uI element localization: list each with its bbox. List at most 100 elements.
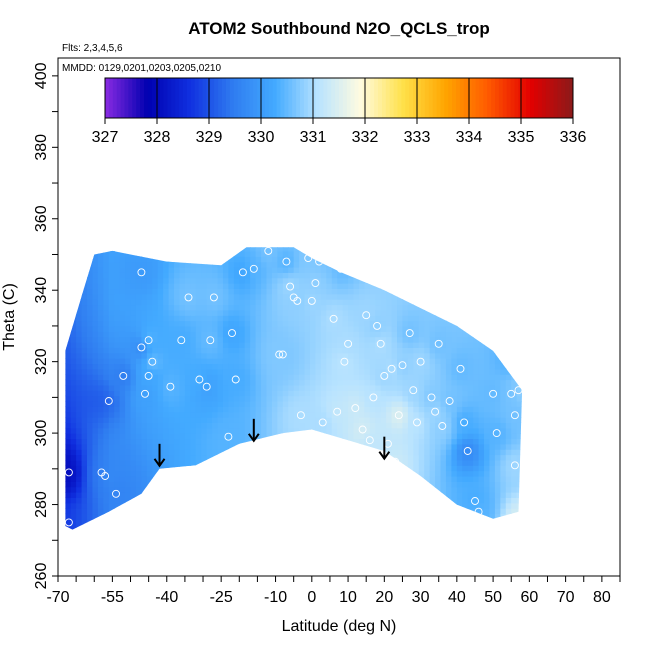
heatmap-cell: [174, 433, 181, 440]
heatmap-cell: [271, 518, 278, 525]
heatmap-cell: [478, 256, 485, 263]
heatmap-cell: [206, 433, 213, 440]
heatmap-cell: [239, 374, 246, 381]
heatmap-cell: [195, 358, 202, 365]
heatmap-cell: [103, 266, 110, 273]
heatmap-cell: [103, 470, 110, 477]
heatmap-cell: [174, 336, 181, 343]
heatmap-cell: [353, 293, 360, 300]
x-tick-label: 70: [557, 589, 575, 606]
heatmap-cell: [440, 304, 447, 311]
heatmap-cell: [288, 481, 295, 488]
heatmap-cell: [250, 293, 257, 300]
heatmap-cell: [141, 299, 148, 306]
heatmap-cell: [76, 358, 83, 365]
heatmap-cell: [244, 433, 251, 440]
heatmap-cell: [489, 315, 496, 322]
heatmap-cell: [407, 459, 414, 466]
heatmap-cell: [304, 309, 311, 316]
colorbar-swatch: [237, 78, 242, 118]
heatmap-cell: [315, 443, 322, 450]
heatmap-cell: [320, 406, 327, 413]
heatmap-cell: [201, 449, 208, 456]
heatmap-cell: [386, 358, 393, 365]
heatmap-cell: [511, 406, 518, 413]
heatmap-cell: [228, 331, 235, 338]
heatmap-cell: [87, 336, 94, 343]
heatmap-cell: [255, 358, 262, 365]
heatmap-cell: [293, 266, 300, 273]
heatmap-cell: [108, 293, 115, 300]
heatmap-cell: [467, 433, 474, 440]
heatmap-cell: [271, 459, 278, 466]
heatmap-cell: [418, 304, 425, 311]
heatmap-cell: [369, 347, 376, 354]
heatmap-cell: [456, 427, 463, 434]
heatmap-cell: [271, 411, 278, 418]
heatmap-cell: [293, 358, 300, 365]
heatmap-cell: [418, 379, 425, 386]
heatmap-cell: [342, 250, 349, 257]
heatmap-cell: [391, 347, 398, 354]
heatmap-cell: [97, 336, 104, 343]
heatmap-cell: [114, 336, 121, 343]
heatmap-cell: [342, 256, 349, 263]
heatmap-cell: [135, 374, 142, 381]
heatmap-cell: [239, 443, 246, 450]
heatmap-cell: [418, 518, 425, 525]
heatmap-cell: [304, 352, 311, 359]
heatmap-cell: [364, 250, 371, 257]
colorbar-swatch: [214, 78, 219, 118]
heatmap-cell: [103, 492, 110, 499]
heatmap-cell: [342, 247, 349, 252]
heatmap-cell: [168, 277, 175, 284]
heatmap-cell: [152, 454, 159, 461]
heatmap-cell: [157, 518, 164, 525]
heatmap-cell: [386, 379, 393, 386]
heatmap-cell: [239, 508, 246, 515]
heatmap-cell: [375, 374, 382, 381]
heatmap-cell: [473, 342, 480, 348]
heatmap-cell: [462, 368, 469, 375]
heatmap-cell: [206, 395, 213, 402]
heatmap-cell: [108, 315, 115, 322]
heatmap-cell: [97, 518, 104, 525]
heatmap-cell: [407, 486, 414, 493]
heatmap-cell: [440, 250, 447, 257]
heatmap-cell: [440, 320, 447, 327]
heatmap-cell: [473, 406, 480, 413]
heatmap-cell: [407, 261, 414, 268]
heatmap-cell: [369, 384, 376, 391]
heatmap-cell: [97, 497, 104, 504]
heatmap-cell: [462, 304, 469, 311]
heatmap-cell: [369, 266, 376, 273]
heatmap-cell: [125, 470, 132, 477]
heatmap-cell: [288, 266, 295, 273]
heatmap-cell: [239, 368, 246, 375]
heatmap-cell: [315, 331, 322, 338]
heatmap-cell: [505, 443, 512, 450]
heatmap-cell: [315, 475, 322, 482]
heatmap-cell: [435, 459, 442, 466]
heatmap-cell: [233, 358, 240, 365]
heatmap-cell: [473, 288, 480, 295]
heatmap-cell: [413, 422, 420, 429]
heatmap-cell: [418, 513, 425, 520]
heatmap-cell: [255, 518, 262, 525]
heatmap-cell: [386, 342, 393, 348]
heatmap-cell: [353, 347, 360, 354]
heatmap-cell: [244, 459, 251, 466]
heatmap-cell: [97, 486, 104, 493]
heatmap-cell: [261, 390, 268, 397]
heatmap-cell: [266, 433, 273, 440]
heatmap-cell: [331, 347, 338, 354]
heatmap-cell: [282, 459, 289, 466]
heatmap-cell: [201, 422, 208, 429]
heatmap-cell: [135, 277, 142, 284]
heatmap-cell: [288, 497, 295, 504]
heatmap-cell: [97, 417, 104, 423]
heatmap-cell: [81, 347, 88, 354]
heatmap-cell: [65, 336, 72, 343]
heatmap-cell: [331, 309, 338, 316]
heatmap-cell: [108, 374, 115, 381]
